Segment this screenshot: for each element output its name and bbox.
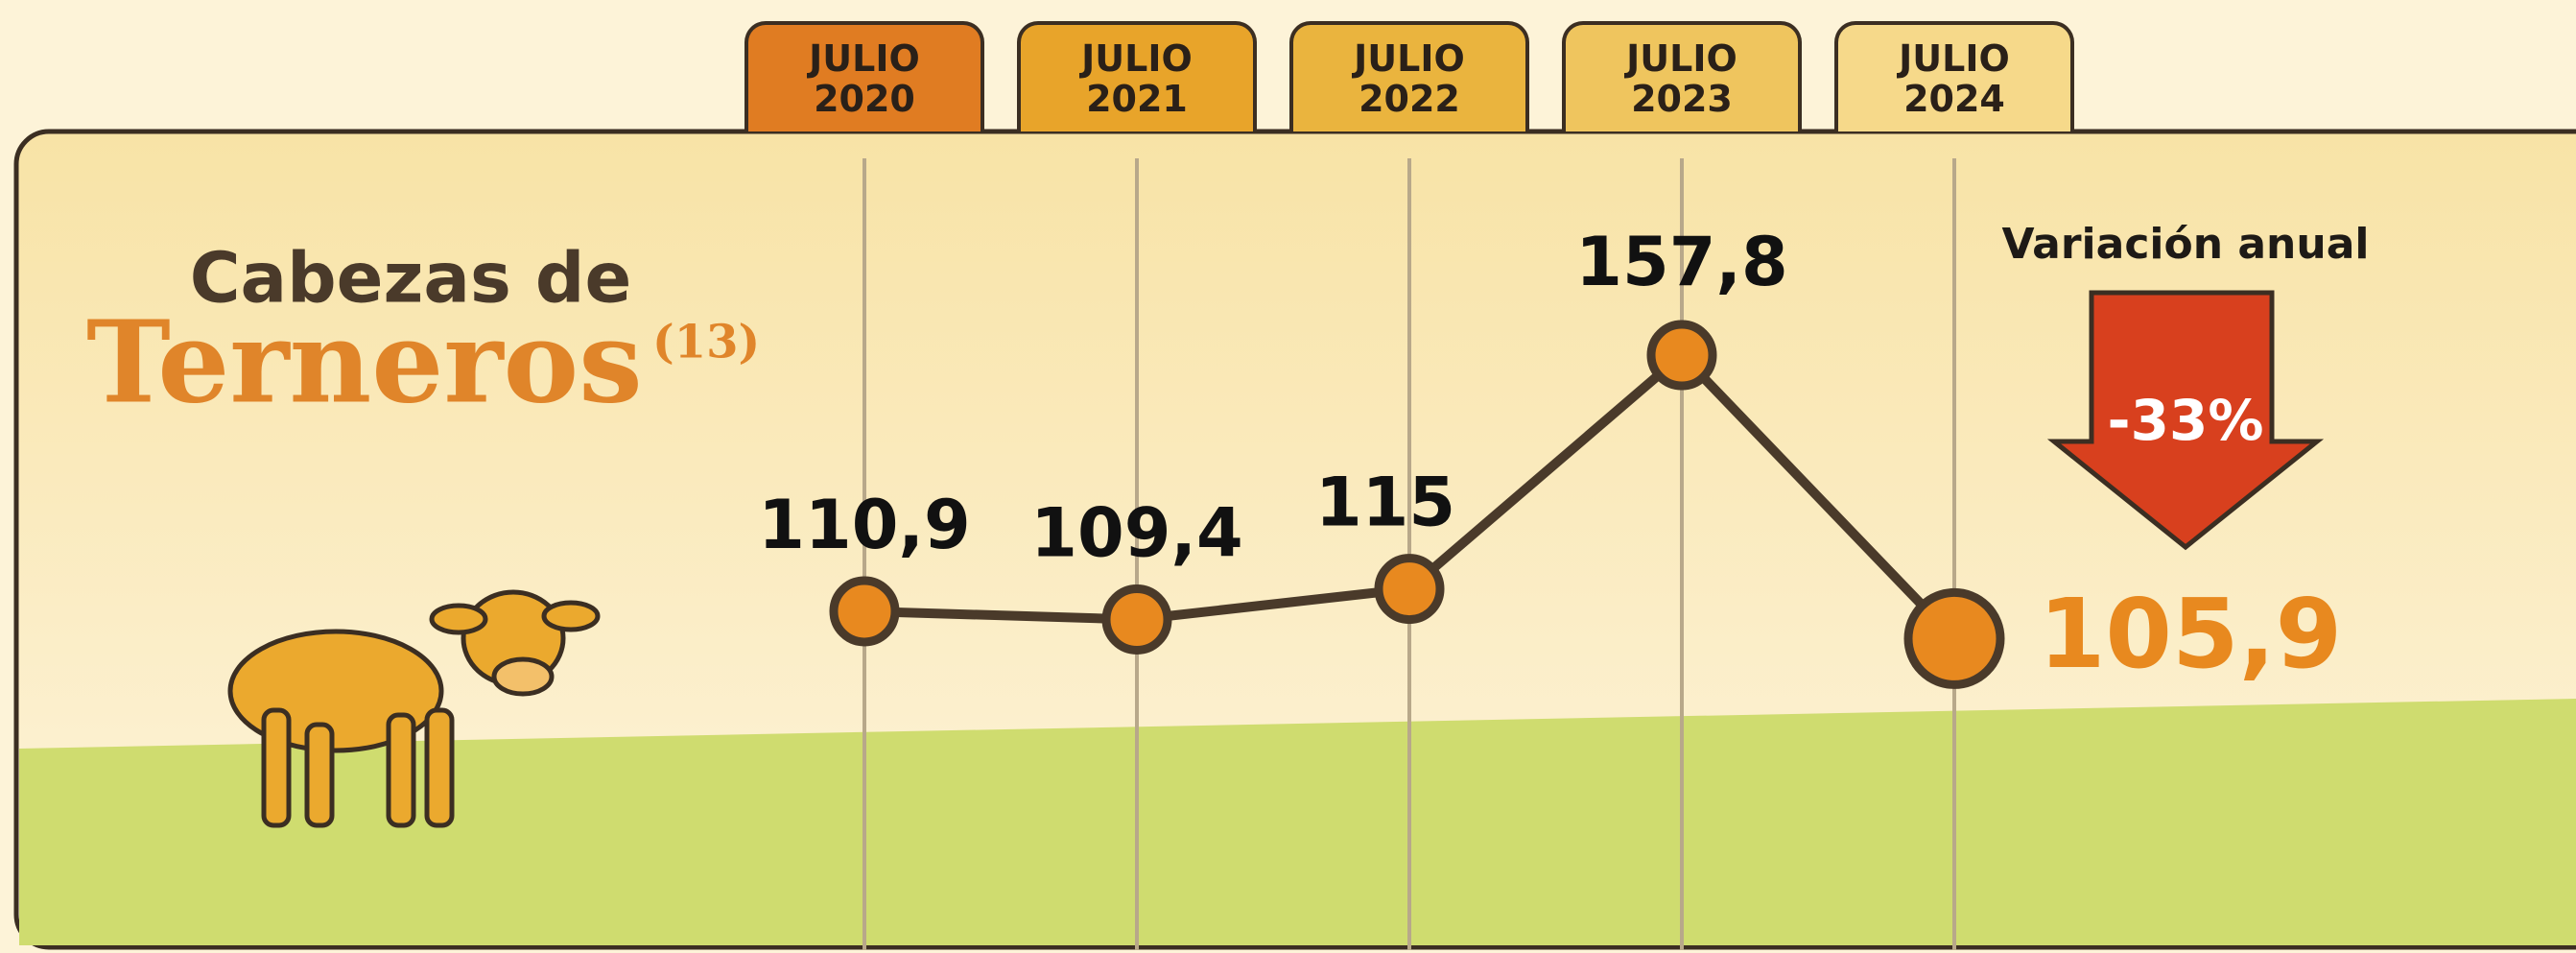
data-label: 157,8 (1575, 223, 1787, 301)
x-tick-label: JULIO 2020 (792, 38, 936, 119)
footnote-ref: (13) (652, 316, 760, 369)
data-point (1379, 559, 1440, 620)
data-label: 105,9 (2039, 578, 2342, 690)
data-label: 109,4 (1030, 494, 1242, 573)
data-point (1106, 588, 1168, 650)
x-tick-label: JULIO 2023 (1610, 38, 1754, 119)
category-tab: JULIO 2022 (1289, 21, 1529, 131)
infographic: Cabezas de Terneros (13) Variación anual… (0, 0, 2576, 953)
chart-subtitle: Terneros (86, 296, 643, 429)
data-label: 115 (1315, 464, 1455, 542)
data-point (1651, 324, 1713, 386)
x-tick-label: JULIO 2021 (1065, 38, 1209, 119)
annotation-change: -33% (2108, 388, 2264, 453)
data-label: 110,9 (758, 486, 970, 564)
category-tab: JULIO 2021 (1017, 21, 1257, 131)
data-point (1908, 592, 2000, 684)
category-tab: JULIO 2024 (1834, 21, 2074, 131)
annotation-label: Variación anual (2002, 220, 2370, 269)
category-tab: JULIO 2020 (744, 21, 984, 131)
chart: Cabezas de Terneros (13) Variación anual… (0, 0, 2576, 953)
x-tick-label: JULIO 2024 (1882, 38, 2026, 119)
data-point (834, 581, 895, 642)
category-tab: JULIO 2023 (1562, 21, 1802, 131)
x-tick-label: JULIO 2022 (1337, 38, 1481, 119)
